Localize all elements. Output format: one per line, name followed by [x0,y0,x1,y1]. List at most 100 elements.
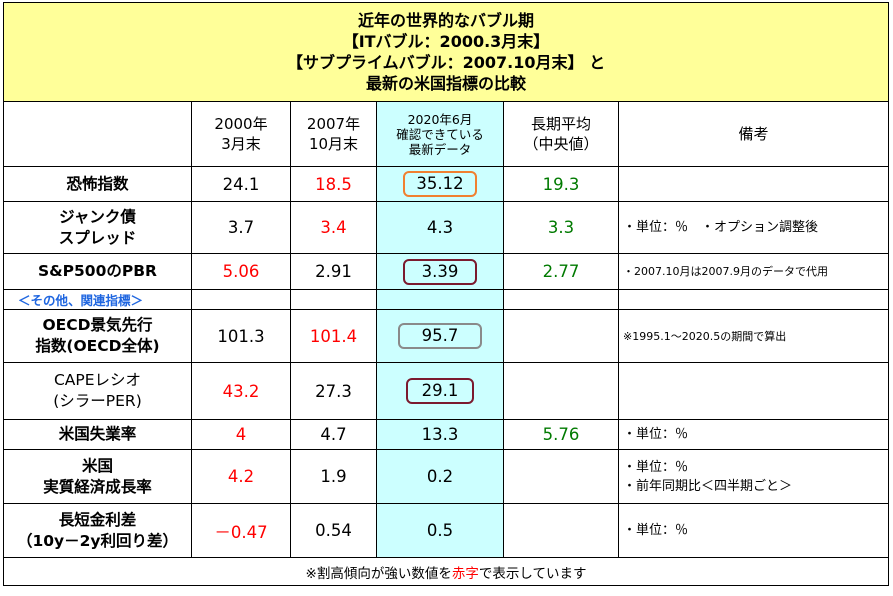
value-2000: 3.7 [191,201,291,254]
row-fear-index: 恐怖指数 24.1 18.5 35.12 19.3 [3,166,890,202]
note: ・単位：％ [617,419,890,450]
value-average [503,362,619,420]
header-row: 2000年 3月末 2007年 10月末 2020年6月 確認できている 最新デ… [3,101,890,167]
row-label: 米国 実質経済成長率 [3,449,192,504]
row-pbr: S&P500のPBR 5.06 2.91 3.39 2.77 ・2007.10月… [3,253,890,290]
empty-cell [191,289,291,310]
value-2007: 3.4 [290,201,377,254]
value-latest: 3.39 [403,258,477,285]
header-text: 最新データ [408,141,472,157]
empty-cell [503,289,619,310]
value-latest: 0.2 [376,449,504,504]
value-2007: 2.91 [290,253,377,290]
row-yield-spread: 長短金利差 （10y－2y利回り差） －0.47 0.54 0.5 ・単位：％ [3,503,890,558]
section-row: ＜その他、関連指標＞ [3,289,890,310]
empty-cell [290,289,377,310]
value-2007: 4.7 [290,419,377,450]
header-text: 3月末 [221,135,261,153]
row-label-text: ジャンク債 [59,207,136,226]
note-line: ・単位：％ [623,459,689,475]
value-2007: 27.3 [290,362,377,420]
empty-cell [617,289,890,310]
value-average [503,449,619,504]
header-average: 長期平均 （中央値） [503,101,619,167]
value-2000: 4.2 [191,449,291,504]
row-label-text: (シラーPER) [53,392,142,410]
value-2000: －0.47 [191,503,291,558]
row-label-text: OECD景気先行 [42,316,153,334]
value-latest: 35.12 [403,171,477,197]
footer-note: ※割高傾向が強い数値を赤字で表示しています [2,557,890,586]
row-label: 恐怖指数 [3,166,192,202]
value-latest: 0.5 [376,503,504,558]
row-label: 長短金利差 （10y－2y利回り差） [3,503,192,558]
row-label-text: 実質経済成長率 [43,477,152,496]
value-average: 2.77 [503,253,619,290]
header-empty [3,101,192,167]
row-junk-spread: ジャンク債 スプレッド 3.7 3.4 4.3 3.3 ・単位：％ ・オプション… [3,201,890,254]
row-label-text: 米国 [81,456,113,475]
footer-row: ※割高傾向が強い数値を赤字で表示しています [2,557,890,586]
note [617,362,890,420]
header-text: 2000年 [214,115,268,133]
section-label: ＜その他、関連指標＞ [3,289,192,310]
header-text: 確認できている [396,126,484,142]
row-label: ジャンク債 スプレッド [3,201,192,254]
table-title: 近年の世界的なバブル期 【ITバブル：2000.3月末】 【サブプライムバブル：… [2,2,890,102]
value-latest: 95.7 [398,323,482,349]
title-line: 近年の世界的なバブル期 [358,11,535,30]
header-text: 2020年6月 [407,111,473,127]
value-average [503,309,619,363]
note: ※1995.1～2020.5の期間で算出 [617,309,890,363]
value-2007: 18.5 [290,166,377,202]
value-latest-cell: 95.7 [376,309,504,363]
note: ・単位：％ ・オプション調整後 [617,201,890,254]
header-text: 長期平均 [530,115,591,133]
note [617,166,890,202]
row-label: 米国失業率 [3,419,192,450]
title-line: 最新の米国指標の比較 [366,74,527,93]
value-average: 19.3 [503,166,619,202]
empty-cell [376,289,504,310]
note: ・2007.10月は2007.9月のデータで代用 [617,253,890,290]
header-latest: 2020年6月 確認できている 最新データ [376,101,504,167]
value-average: 5.76 [503,419,619,450]
header-2000: 2000年 3月末 [191,101,291,167]
row-label-text: CAPEレシオ [53,371,142,389]
row-unemployment: 米国失業率 4 4.7 13.3 5.76 ・単位：％ [3,419,890,450]
value-2007: 101.4 [290,309,377,363]
value-2000: 24.1 [191,166,291,202]
value-2000: 4 [191,419,291,450]
row-label-text: （10y－2y利回り差） [16,531,179,550]
value-2000: 43.2 [191,362,291,420]
header-text: 2007年 [306,115,361,133]
note-line: ・前年同期比＜四半期ごと＞ [623,478,793,494]
header-2007: 2007年 10月末 [290,101,377,167]
row-label-text: スプレッド [58,228,137,247]
value-latest-cell: 3.39 [376,253,504,290]
value-average [503,503,619,558]
value-2000: 5.06 [191,253,291,290]
value-latest: 29.1 [406,378,474,404]
row-label: CAPEレシオ (シラーPER) [3,362,192,420]
comparison-table: 近年の世界的なバブル期 【ITバブル：2000.3月末】 【サブプライムバブル：… [2,2,890,586]
value-2000: 101.3 [191,309,291,363]
value-average: 3.3 [503,201,619,254]
row-label-text: 長短金利差 [58,510,137,529]
row-oecd: OECD景気先行 指数(OECD全体) 101.3 101.4 95.7 ※19… [3,309,890,363]
value-latest-cell: 29.1 [376,362,504,420]
note: ・単位：％ [617,503,890,558]
note: ・単位：％ ・前年同期比＜四半期ごと＞ [617,449,890,504]
value-2007: 0.54 [290,503,377,558]
title-line: 【サブプライムバブル：2007.10月末】 と [286,53,606,72]
row-label: OECD景気先行 指数(OECD全体) [3,309,192,363]
header-notes: 備考 [617,101,890,167]
footer-text: ※割高傾向が強い数値を [305,565,452,582]
header-text: （中央値） [523,135,599,153]
value-latest: 13.3 [376,419,504,450]
footer-red-text: 赤字 [451,565,479,582]
row-label-text: 指数(OECD全体) [35,337,160,355]
value-latest: 4.3 [376,201,504,254]
title-line: 【ITバブル：2000.3月末】 [342,32,550,51]
row-gdp: 米国 実質経済成長率 4.2 1.9 0.2 ・単位：％ ・前年同期比＜四半期ご… [3,449,890,504]
